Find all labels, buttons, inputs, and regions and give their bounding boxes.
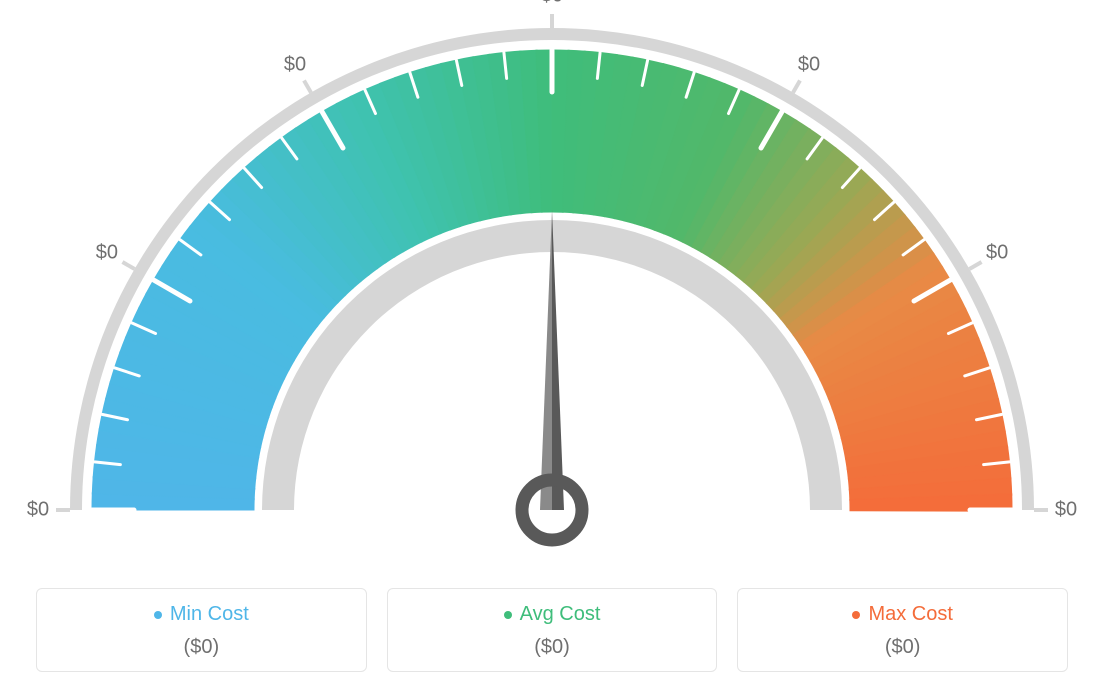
legend-label-min: Min Cost bbox=[170, 603, 249, 626]
legend-card-min: Min Cost ($0) bbox=[36, 588, 367, 672]
legend-dot-min bbox=[154, 611, 162, 619]
legend-dot-max bbox=[852, 611, 860, 619]
gauge-tick-label: $0 bbox=[1055, 499, 1077, 522]
gauge-tick-label: $0 bbox=[96, 242, 118, 265]
legend-value-max: ($0) bbox=[748, 636, 1057, 659]
legend-value-avg: ($0) bbox=[398, 636, 707, 659]
legend-title-max: Max Cost bbox=[852, 603, 952, 626]
gauge-tick-label: $0 bbox=[27, 499, 49, 522]
gauge-tick-label: $0 bbox=[541, 0, 563, 8]
legend-title-avg: Avg Cost bbox=[504, 603, 601, 626]
legend-value-min: ($0) bbox=[47, 636, 356, 659]
gauge-tick-label: $0 bbox=[986, 242, 1008, 265]
gauge-tick-label: $0 bbox=[798, 53, 820, 76]
legend-row: Min Cost ($0) Avg Cost ($0) Max Cost ($0… bbox=[36, 588, 1068, 672]
legend-label-avg: Avg Cost bbox=[520, 603, 601, 626]
legend-label-max: Max Cost bbox=[868, 603, 952, 626]
legend-card-max: Max Cost ($0) bbox=[737, 588, 1068, 672]
gauge-chart: $0 $0 $0 $0 $0 $0 $0 bbox=[0, 0, 1104, 560]
legend-title-min: Min Cost bbox=[154, 603, 249, 626]
gauge-svg bbox=[0, 0, 1104, 560]
gauge-tick-label: $0 bbox=[284, 53, 306, 76]
legend-card-avg: Avg Cost ($0) bbox=[387, 588, 718, 672]
legend-dot-avg bbox=[504, 611, 512, 619]
